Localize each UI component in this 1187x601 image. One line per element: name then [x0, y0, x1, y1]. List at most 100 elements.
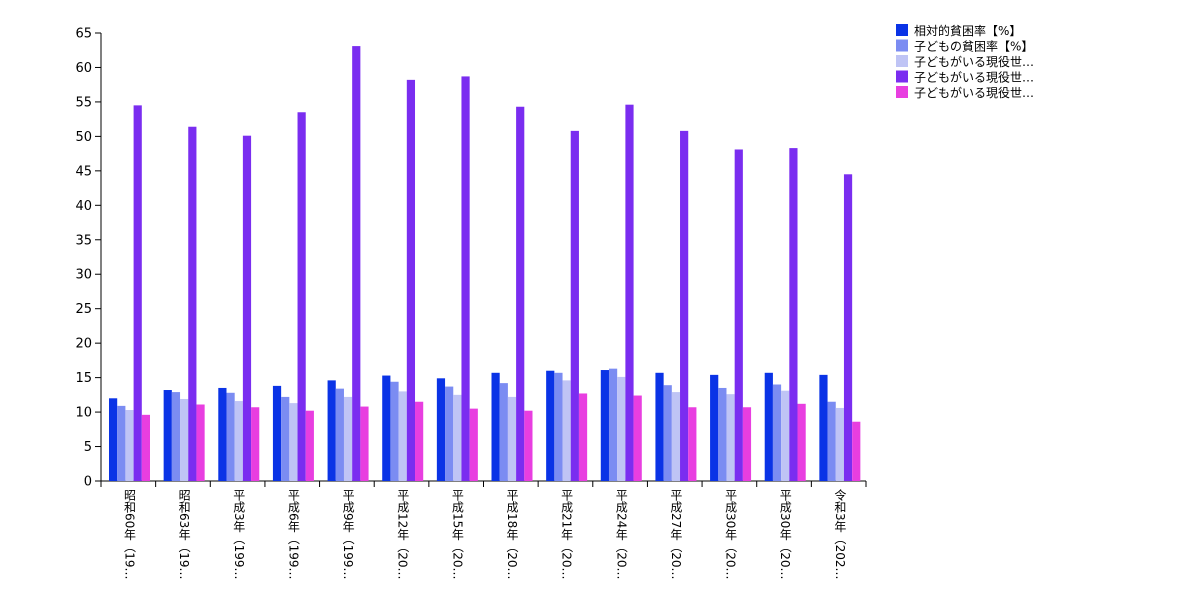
bar [797, 403, 806, 481]
legend: 相対的貧困率【%】子どもの貧困率【%】子どもがいる現役世…子どもがいる現役世…子… [896, 23, 1034, 100]
y-tick-label: 65 [75, 27, 92, 42]
bar [133, 105, 142, 481]
bar [680, 130, 689, 481]
bar [710, 374, 719, 481]
bar [507, 396, 517, 481]
bar [688, 407, 697, 481]
bar [117, 405, 126, 481]
bar [272, 385, 282, 481]
y-tick-label: 40 [75, 199, 92, 214]
bar [772, 384, 782, 481]
bar [827, 401, 836, 481]
y-tick-label: 20 [75, 337, 92, 352]
bar [663, 385, 672, 481]
bar [516, 106, 525, 482]
x-category-label: 平成18年（20… [505, 489, 519, 580]
y-axis: 0 5 10 15 20 25 30 35 40 45 50 55 60 65 [75, 27, 102, 490]
bar [499, 383, 508, 481]
bars [109, 46, 861, 482]
legend-swatch [896, 24, 908, 36]
legend-swatch [896, 39, 908, 52]
bar [234, 401, 243, 481]
y-tick-label: 55 [75, 95, 92, 110]
bar [491, 372, 500, 481]
bar [570, 130, 579, 481]
bar [718, 387, 727, 481]
bar [600, 370, 609, 481]
bar [415, 401, 424, 481]
bar [625, 104, 634, 482]
x-category-label: 平成12年（20… [396, 489, 410, 580]
y-tick-label: 25 [75, 302, 92, 317]
y-tick-label: 50 [75, 130, 92, 145]
bar [305, 410, 314, 481]
x-category-label: 平成15年（20… [450, 489, 464, 580]
bar [617, 376, 626, 481]
bar [289, 403, 298, 481]
x-category-label: 令和3年（202… [833, 488, 847, 580]
bar [251, 407, 260, 481]
bar [398, 391, 407, 481]
legend-label: 相対的貧困率【%】 [914, 23, 1021, 38]
x-category-label: 平成9年（199… [341, 489, 355, 580]
bar [453, 394, 462, 481]
bar [188, 126, 197, 481]
bar [125, 410, 134, 481]
bar [218, 387, 227, 481]
y-tick-label: 0 [84, 475, 92, 490]
bar [196, 404, 205, 481]
bar [835, 407, 844, 481]
x-category-label: 平成27年（20… [669, 489, 683, 580]
bar [335, 388, 344, 481]
bar [789, 148, 798, 481]
bar [843, 174, 853, 482]
bar [819, 374, 828, 481]
legend-label: 子どもがいる現役世… [914, 85, 1034, 100]
bar [109, 398, 118, 481]
x-category-label: 昭和63年（19… [177, 489, 191, 580]
bar [297, 112, 306, 481]
bar [742, 407, 752, 481]
x-category-label: 昭和60年（19… [123, 489, 137, 580]
bar [852, 421, 861, 481]
bar [633, 395, 642, 481]
legend-swatch [896, 55, 908, 67]
x-axis: 昭和60年（19… 昭和63年（19… 平成3年（199… 平成6年（199… 平成9年… [100, 480, 867, 580]
bar [171, 392, 181, 481]
x-category-label: 平成30年（20… [778, 489, 792, 580]
bar [281, 396, 290, 481]
bar [726, 394, 735, 481]
y-tick-label: 10 [75, 406, 92, 421]
bar [163, 390, 172, 481]
bar [554, 372, 563, 481]
bar [141, 414, 150, 481]
bar [242, 135, 252, 482]
y-tick-label: 45 [75, 164, 92, 179]
bar [764, 372, 773, 481]
bar [781, 390, 790, 481]
bar [608, 368, 618, 481]
x-category-label: 平成30年（20… [724, 489, 738, 580]
bar [524, 410, 533, 481]
bar [180, 398, 189, 481]
x-category-label: 平成21年（20… [560, 489, 574, 580]
y-tick-label: 35 [75, 233, 92, 248]
bar [734, 149, 743, 482]
bar [382, 375, 391, 481]
bar [461, 76, 470, 481]
bar [226, 392, 235, 481]
bar [562, 380, 571, 481]
y-tick-label: 60 [75, 61, 92, 76]
legend-swatch [896, 70, 908, 83]
legend-label: 子どもがいる現役世… [914, 54, 1034, 69]
bar [671, 392, 681, 481]
bar [469, 408, 478, 481]
x-category-label: 平成6年（199… [286, 489, 300, 580]
y-tick-label: 5 [84, 440, 92, 455]
legend-label: 子どもの貧困率【%】 [914, 39, 1033, 54]
y-tick-label: 30 [75, 268, 92, 283]
bar [546, 370, 555, 481]
bar [655, 372, 664, 481]
legend-swatch [896, 86, 908, 98]
